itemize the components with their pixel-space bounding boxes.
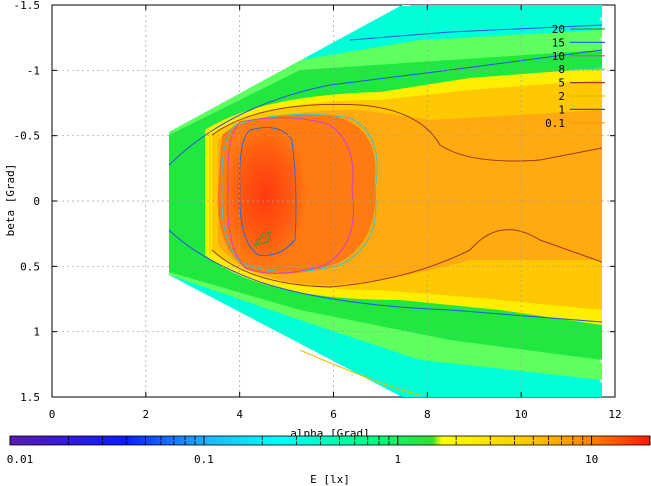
y-tick-label: 1.5	[20, 391, 40, 404]
x-tick-label: 12	[608, 408, 621, 421]
colorbar-tick-label: 0.01	[7, 453, 34, 466]
contour-line-10	[227, 117, 354, 274]
contour-line-20	[253, 231, 271, 246]
legend-label: 15	[552, 36, 565, 49]
contour-line-0p1	[168, 229, 603, 323]
y-axis-label: beta [Grad]	[4, 164, 17, 237]
y-tick-label: 1	[33, 326, 40, 339]
contour-lines	[168, 24, 603, 396]
y-tick-label: -1	[27, 64, 40, 77]
legend-label: 8	[558, 63, 565, 76]
legend-label: 1	[558, 103, 565, 116]
legend-label: 0.1	[545, 117, 565, 130]
legend-label: 20	[552, 23, 565, 36]
colorbar-tick-label: 10	[585, 453, 598, 466]
colorbar	[9, 435, 651, 446]
legend-label: 5	[558, 77, 565, 90]
y-tick-label: 0	[33, 195, 40, 208]
contour-line-1-bottom	[299, 349, 421, 396]
y-tick-label: -1.5	[14, 0, 41, 12]
x-tick-label: 4	[236, 408, 243, 421]
colorbar-label: E [lx]	[310, 473, 350, 486]
x-tick-label: 10	[515, 408, 528, 421]
x-tick-label: 0	[49, 408, 56, 421]
contour-line-1-top	[349, 24, 603, 41]
contour-line-8	[221, 113, 378, 273]
grid	[52, 5, 615, 397]
x-tick-label: 8	[424, 408, 431, 421]
contour-line-0p1-top	[168, 49, 603, 166]
legend-label: 2	[558, 90, 565, 103]
x-axis: 0 2 4 6 8 10 12	[49, 5, 622, 421]
legend-label: 10	[552, 50, 565, 63]
colorbar-ticks: 0.01 0.1 1 10	[7, 436, 651, 466]
y-axis: -1.5 -1 -0.5 0 0.5 1 1.5	[14, 0, 615, 404]
y-tick-label: 0.5	[20, 260, 40, 273]
colorbar-tick-label: 1	[394, 453, 401, 466]
contour-line-5	[211, 103, 603, 288]
x-tick-label: 6	[330, 408, 337, 421]
colorbar-tick-label: 0.1	[194, 453, 214, 466]
y-tick-label: -0.5	[14, 130, 41, 143]
x-tick-label: 2	[143, 408, 150, 421]
